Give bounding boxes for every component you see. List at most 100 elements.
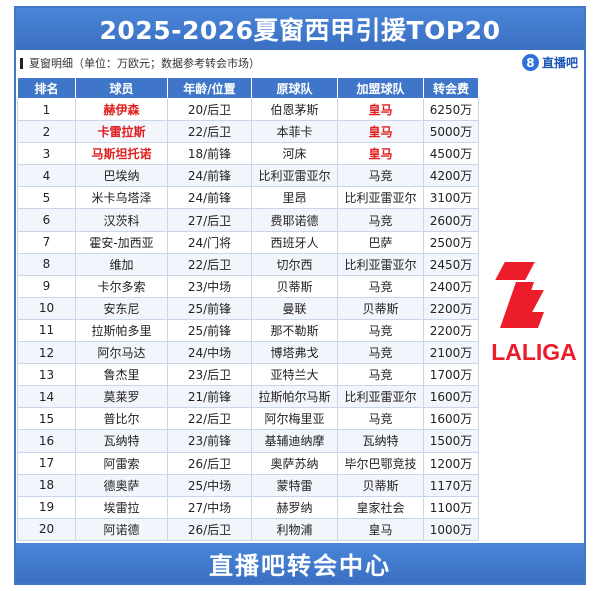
cell-to-club: 皇马: [337, 97, 424, 122]
cell-player: 马斯坦托诺: [75, 142, 168, 166]
cell-age-position: 23/前锋: [167, 429, 252, 453]
subtitle-row: 夏窗明细（单位：万欧元；数据参考转会市场） 8 直播吧: [16, 52, 584, 74]
cell-rank: 9: [17, 274, 76, 298]
cell-fee: 3100万: [423, 186, 479, 210]
cell-to-club: 马竞: [337, 407, 424, 431]
cell-from-club: 比利亚雷亚尔: [251, 164, 338, 188]
cell-from-club: 拉斯帕尔马斯: [251, 385, 338, 409]
cell-to-club: 马竞: [337, 208, 424, 232]
cell-rank: 10: [17, 296, 76, 320]
cell-rank: 1: [17, 97, 76, 122]
cell-to-club: 马竞: [337, 318, 424, 343]
cell-player: 汉茨科: [75, 208, 168, 232]
table-row: 15 普比尔 22/后卫 阿尔梅里亚 马竞 1600万: [17, 407, 479, 431]
cell-player: 莫莱罗: [75, 385, 168, 409]
brand-mark: 8 直播吧: [521, 54, 578, 71]
cell-fee: 1700万: [423, 363, 479, 387]
laliga-logo-icon: [495, 262, 544, 328]
cell-to-club: 皇马: [337, 142, 424, 166]
cell-from-club: 西班牙人: [251, 230, 338, 254]
cell-to-club: 马竞: [337, 274, 424, 298]
footer-banner: 直播吧转会中心: [16, 543, 584, 583]
table-row: 20 阿诺德 26/后卫 利物浦 皇马 1000万: [17, 517, 479, 541]
cell-player: 阿尔马达: [75, 341, 168, 365]
cell-rank: 2: [17, 120, 76, 144]
cell-age-position: 23/后卫: [167, 363, 252, 387]
cell-fee: 1000万: [423, 517, 479, 541]
cell-fee: 2200万: [423, 296, 479, 320]
table-row: 12 阿尔马达 24/中场 博塔弗戈 马竞 2100万: [17, 341, 479, 365]
cell-age-position: 26/后卫: [167, 451, 252, 475]
table-row: 7 霍安-加西亚 24/门将 西班牙人 巴萨 2500万: [17, 230, 479, 254]
cell-rank: 19: [17, 495, 76, 519]
subtitle-text: 夏窗明细（单位：万欧元；数据参考转会市场）: [29, 57, 260, 70]
cell-from-club: 基辅迪纳摩: [251, 429, 338, 453]
cell-rank: 16: [17, 429, 76, 453]
table-row: 4 巴埃纳 24/前锋 比利亚雷亚尔 马竞 4200万: [17, 164, 479, 188]
cell-from-club: 贝蒂斯: [251, 274, 338, 298]
cell-player: 霍安-加西亚: [75, 230, 168, 254]
cell-rank: 12: [17, 341, 76, 365]
cell-to-club: 毕尔巴鄂竞技: [337, 451, 424, 475]
header-to-club: 加盟球队: [337, 77, 424, 99]
cell-age-position: 23/中场: [167, 274, 252, 298]
cell-player: 拉斯帕多里: [75, 318, 168, 343]
table-row: 16 瓦纳特 23/前锋 基辅迪纳摩 瓦纳特 1500万: [17, 429, 479, 453]
table-row: 8 维加 22/后卫 切尔西 比利亚雷亚尔 2450万: [17, 252, 479, 276]
cell-age-position: 27/后卫: [167, 208, 252, 232]
cell-player: 赫伊森: [75, 97, 168, 122]
cell-fee: 2400万: [423, 274, 479, 298]
cell-rank: 6: [17, 208, 76, 232]
table-row: 5 米卡乌塔泽 24/前锋 里昂 比利亚雷亚尔 3100万: [17, 186, 479, 210]
cell-player: 普比尔: [75, 407, 168, 431]
cell-fee: 2600万: [423, 208, 479, 232]
cell-to-club: 比利亚雷亚尔: [337, 252, 424, 276]
cell-fee: 4500万: [423, 142, 479, 166]
header-fee: 转会费: [423, 77, 479, 99]
cell-player: 巴埃纳: [75, 164, 168, 188]
cell-from-club: 利物浦: [251, 517, 338, 541]
header-from-club: 原球队: [251, 77, 338, 99]
table-row: 19 埃雷拉 27/中场 赫罗纳 皇家社会 1100万: [17, 495, 479, 519]
cell-from-club: 费耶诺德: [251, 208, 338, 232]
cell-player: 阿诺德: [75, 517, 168, 541]
cell-fee: 2200万: [423, 318, 479, 343]
cell-fee: 1600万: [423, 407, 479, 431]
table-row: 6 汉茨科 27/后卫 费耶诺德 马竞 2600万: [17, 208, 479, 232]
cell-player: 卡尔多索: [75, 274, 168, 298]
cell-from-club: 河床: [251, 142, 338, 166]
cell-player: 维加: [75, 252, 168, 276]
cell-from-club: 亚特兰大: [251, 363, 338, 387]
cell-age-position: 18/前锋: [167, 142, 252, 166]
cell-age-position: 21/前锋: [167, 385, 252, 409]
cell-fee: 6250万: [423, 97, 479, 122]
cell-rank: 4: [17, 164, 76, 188]
cell-fee: 1100万: [423, 495, 479, 519]
cell-from-club: 阿尔梅里亚: [251, 407, 338, 431]
cell-age-position: 25/中场: [167, 473, 252, 497]
table-row: 9 卡尔多索 23/中场 贝蒂斯 马竞 2400万: [17, 274, 479, 298]
cell-rank: 3: [17, 142, 76, 166]
cell-from-club: 本菲卡: [251, 120, 338, 144]
cell-rank: 14: [17, 385, 76, 409]
cell-to-club: 贝蒂斯: [337, 296, 424, 320]
cell-from-club: 切尔西: [251, 252, 338, 276]
infographic-frame: 2025-2026夏窗西甲引援TOP20 夏窗明细（单位：万欧元；数据参考转会市…: [14, 6, 586, 585]
table-row: 2 卡雷拉斯 22/后卫 本菲卡 皇马 5000万: [17, 120, 479, 144]
laliga-logo-text: LALIGA: [491, 339, 577, 365]
cell-to-club: 皇家社会: [337, 495, 424, 519]
cell-to-club: 比利亚雷亚尔: [337, 385, 424, 409]
cell-rank: 8: [17, 252, 76, 276]
header-player: 球员: [75, 77, 168, 99]
cell-age-position: 25/前锋: [167, 318, 252, 343]
cell-fee: 1600万: [423, 385, 479, 409]
cell-to-club: 瓦纳特: [337, 429, 424, 453]
table-row: 13 鲁杰里 23/后卫 亚特兰大 马竞 1700万: [17, 363, 479, 387]
page-title: 2025-2026夏窗西甲引援TOP20: [16, 8, 584, 50]
header-rank: 排名: [17, 77, 76, 99]
cell-fee: 2100万: [423, 341, 479, 365]
table-row: 17 阿雷索 26/后卫 奥萨苏纳 毕尔巴鄂竞技 1200万: [17, 451, 479, 475]
table-body: 1 赫伊森 20/后卫 伯恩茅斯 皇马 6250万 2 卡雷拉斯 22/后卫 本菲卡 皇马 5000万…: [17, 97, 479, 541]
table-header-row: 排名 球员 年龄/位置 原球队 加盟球队 转会费: [17, 77, 479, 99]
transfer-table: 排名 球员 年龄/位置 原球队 加盟球队 转会费 1 赫伊森 20/后卫 伯恩茅斯 皇马…: [17, 77, 479, 541]
